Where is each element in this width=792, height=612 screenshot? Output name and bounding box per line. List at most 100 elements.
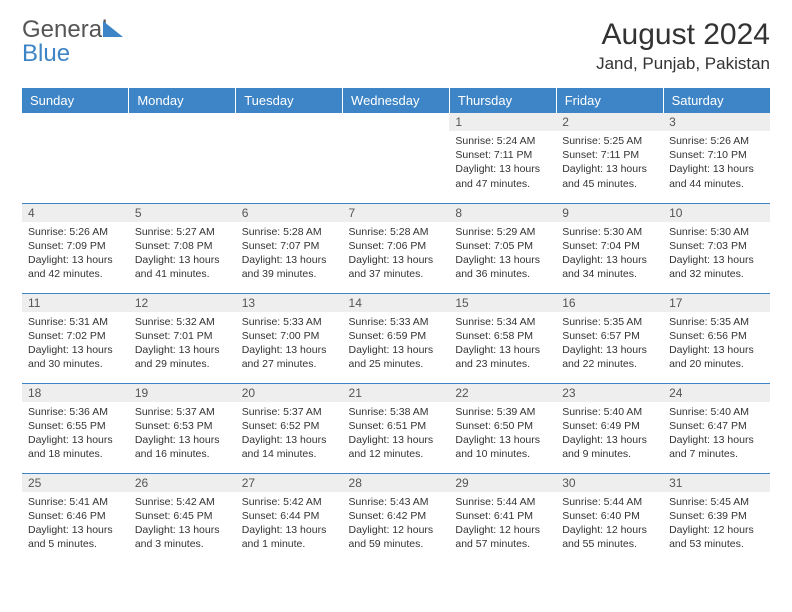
day-number: 30 — [556, 474, 663, 492]
day-number — [236, 113, 343, 131]
calendar-day-cell — [129, 113, 236, 203]
daylight-text: Daylight: 13 hours and 41 minutes. — [135, 253, 230, 281]
daylight-text: Daylight: 13 hours and 25 minutes. — [349, 343, 444, 371]
weekday-header: Monday — [129, 88, 236, 113]
day-details: Sunrise: 5:25 AMSunset: 7:11 PMDaylight:… — [556, 131, 663, 195]
day-details: Sunrise: 5:42 AMSunset: 6:44 PMDaylight:… — [236, 492, 343, 556]
day-number: 16 — [556, 294, 663, 312]
daylight-text: Daylight: 13 hours and 1 minute. — [242, 523, 337, 551]
sunset-text: Sunset: 6:44 PM — [242, 509, 337, 523]
sunset-text: Sunset: 7:07 PM — [242, 239, 337, 253]
sunset-text: Sunset: 6:49 PM — [562, 419, 657, 433]
day-details: Sunrise: 5:36 AMSunset: 6:55 PMDaylight:… — [22, 402, 129, 466]
sunrise-text: Sunrise: 5:29 AM — [455, 225, 550, 239]
sunset-text: Sunset: 7:08 PM — [135, 239, 230, 253]
sunrise-text: Sunrise: 5:28 AM — [242, 225, 337, 239]
day-details: Sunrise: 5:38 AMSunset: 6:51 PMDaylight:… — [343, 402, 450, 466]
daylight-text: Daylight: 13 hours and 10 minutes. — [455, 433, 550, 461]
day-details: Sunrise: 5:37 AMSunset: 6:52 PMDaylight:… — [236, 402, 343, 466]
calendar-day-cell: 31Sunrise: 5:45 AMSunset: 6:39 PMDayligh… — [663, 473, 770, 563]
sunset-text: Sunset: 7:02 PM — [28, 329, 123, 343]
daylight-text: Daylight: 13 hours and 29 minutes. — [135, 343, 230, 371]
day-details: Sunrise: 5:30 AMSunset: 7:04 PMDaylight:… — [556, 222, 663, 286]
calendar-day-cell: 23Sunrise: 5:40 AMSunset: 6:49 PMDayligh… — [556, 383, 663, 473]
calendar-week-row: 18Sunrise: 5:36 AMSunset: 6:55 PMDayligh… — [22, 383, 770, 473]
calendar-day-cell: 1Sunrise: 5:24 AMSunset: 7:11 PMDaylight… — [449, 113, 556, 203]
sunset-text: Sunset: 6:53 PM — [135, 419, 230, 433]
sunrise-text: Sunrise: 5:45 AM — [669, 495, 764, 509]
calendar-day-cell: 9Sunrise: 5:30 AMSunset: 7:04 PMDaylight… — [556, 203, 663, 293]
calendar-week-row: 4Sunrise: 5:26 AMSunset: 7:09 PMDaylight… — [22, 203, 770, 293]
day-number: 17 — [663, 294, 770, 312]
calendar-week-row: 11Sunrise: 5:31 AMSunset: 7:02 PMDayligh… — [22, 293, 770, 383]
sunset-text: Sunset: 6:55 PM — [28, 419, 123, 433]
day-details: Sunrise: 5:29 AMSunset: 7:05 PMDaylight:… — [449, 222, 556, 286]
calendar-day-cell: 25Sunrise: 5:41 AMSunset: 6:46 PMDayligh… — [22, 473, 129, 563]
sunset-text: Sunset: 7:11 PM — [455, 148, 550, 162]
day-number: 21 — [343, 384, 450, 402]
month-title: August 2024 — [596, 18, 770, 52]
day-details: Sunrise: 5:40 AMSunset: 6:49 PMDaylight:… — [556, 402, 663, 466]
day-number — [343, 113, 450, 131]
sunrise-text: Sunrise: 5:43 AM — [349, 495, 444, 509]
day-details: Sunrise: 5:42 AMSunset: 6:45 PMDaylight:… — [129, 492, 236, 556]
sunrise-text: Sunrise: 5:42 AM — [242, 495, 337, 509]
calendar-day-cell: 22Sunrise: 5:39 AMSunset: 6:50 PMDayligh… — [449, 383, 556, 473]
daylight-text: Daylight: 12 hours and 55 minutes. — [562, 523, 657, 551]
sunset-text: Sunset: 7:06 PM — [349, 239, 444, 253]
day-number: 12 — [129, 294, 236, 312]
daylight-text: Daylight: 13 hours and 14 minutes. — [242, 433, 337, 461]
sunset-text: Sunset: 7:10 PM — [669, 148, 764, 162]
day-number: 7 — [343, 204, 450, 222]
daylight-text: Daylight: 13 hours and 5 minutes. — [28, 523, 123, 551]
day-details: Sunrise: 5:44 AMSunset: 6:40 PMDaylight:… — [556, 492, 663, 556]
weekday-header: Wednesday — [343, 88, 450, 113]
sunrise-text: Sunrise: 5:39 AM — [455, 405, 550, 419]
sunset-text: Sunset: 7:01 PM — [135, 329, 230, 343]
sunrise-text: Sunrise: 5:24 AM — [455, 134, 550, 148]
sunrise-text: Sunrise: 5:44 AM — [455, 495, 550, 509]
day-number: 13 — [236, 294, 343, 312]
daylight-text: Daylight: 13 hours and 9 minutes. — [562, 433, 657, 461]
daylight-text: Daylight: 13 hours and 42 minutes. — [28, 253, 123, 281]
sunrise-text: Sunrise: 5:35 AM — [562, 315, 657, 329]
daylight-text: Daylight: 13 hours and 32 minutes. — [669, 253, 764, 281]
sunrise-text: Sunrise: 5:27 AM — [135, 225, 230, 239]
sunset-text: Sunset: 6:45 PM — [135, 509, 230, 523]
calendar-week-row: 1Sunrise: 5:24 AMSunset: 7:11 PMDaylight… — [22, 113, 770, 203]
daylight-text: Daylight: 13 hours and 27 minutes. — [242, 343, 337, 371]
sunrise-text: Sunrise: 5:33 AM — [242, 315, 337, 329]
brand-logo: General Blue — [22, 18, 123, 66]
day-details: Sunrise: 5:26 AMSunset: 7:10 PMDaylight:… — [663, 131, 770, 195]
calendar-day-cell: 30Sunrise: 5:44 AMSunset: 6:40 PMDayligh… — [556, 473, 663, 563]
sunset-text: Sunset: 6:56 PM — [669, 329, 764, 343]
day-number: 4 — [22, 204, 129, 222]
day-number — [129, 113, 236, 131]
sunrise-text: Sunrise: 5:32 AM — [135, 315, 230, 329]
calendar-day-cell: 11Sunrise: 5:31 AMSunset: 7:02 PMDayligh… — [22, 293, 129, 383]
daylight-text: Daylight: 13 hours and 7 minutes. — [669, 433, 764, 461]
sunset-text: Sunset: 6:46 PM — [28, 509, 123, 523]
brand-part2: Blue — [22, 40, 70, 67]
day-details: Sunrise: 5:32 AMSunset: 7:01 PMDaylight:… — [129, 312, 236, 376]
sunset-text: Sunset: 6:51 PM — [349, 419, 444, 433]
calendar-day-cell: 18Sunrise: 5:36 AMSunset: 6:55 PMDayligh… — [22, 383, 129, 473]
calendar-day-cell: 16Sunrise: 5:35 AMSunset: 6:57 PMDayligh… — [556, 293, 663, 383]
day-number: 18 — [22, 384, 129, 402]
day-number: 3 — [663, 113, 770, 131]
day-number: 23 — [556, 384, 663, 402]
sunset-text: Sunset: 6:59 PM — [349, 329, 444, 343]
calendar-day-cell: 19Sunrise: 5:37 AMSunset: 6:53 PMDayligh… — [129, 383, 236, 473]
daylight-text: Daylight: 13 hours and 45 minutes. — [562, 162, 657, 190]
sunrise-text: Sunrise: 5:40 AM — [669, 405, 764, 419]
day-number: 9 — [556, 204, 663, 222]
daylight-text: Daylight: 13 hours and 18 minutes. — [28, 433, 123, 461]
daylight-text: Daylight: 13 hours and 3 minutes. — [135, 523, 230, 551]
calendar-day-cell: 10Sunrise: 5:30 AMSunset: 7:03 PMDayligh… — [663, 203, 770, 293]
day-number: 19 — [129, 384, 236, 402]
day-details: Sunrise: 5:40 AMSunset: 6:47 PMDaylight:… — [663, 402, 770, 466]
sunrise-text: Sunrise: 5:37 AM — [242, 405, 337, 419]
calendar-day-cell: 27Sunrise: 5:42 AMSunset: 6:44 PMDayligh… — [236, 473, 343, 563]
sunset-text: Sunset: 6:47 PM — [669, 419, 764, 433]
daylight-text: Daylight: 13 hours and 12 minutes. — [349, 433, 444, 461]
